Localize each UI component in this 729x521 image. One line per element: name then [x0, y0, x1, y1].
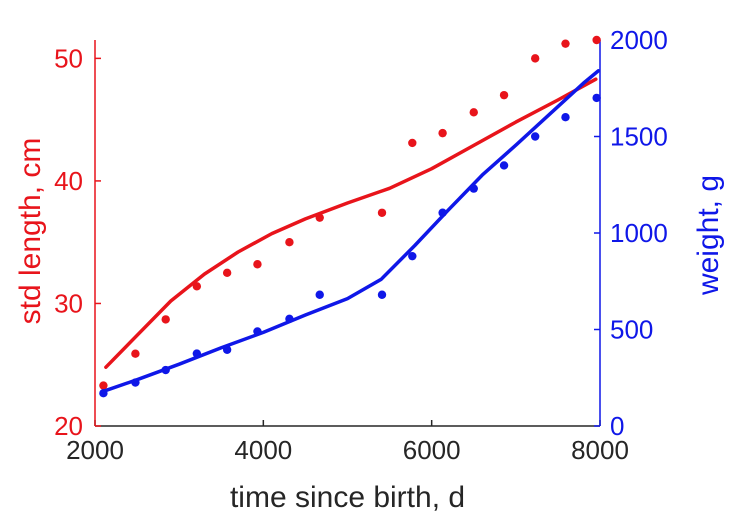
weight-fit-line: [101, 69, 601, 394]
left-y-tick-label: 20: [54, 411, 83, 441]
length-data-point: [408, 138, 417, 148]
weight-data-point: [408, 251, 417, 261]
weight-data-point: [592, 93, 601, 103]
left-y-tick-label: 30: [54, 288, 83, 318]
right-y-tick-label: 1000: [610, 218, 668, 248]
x-tick-label: 2000: [66, 435, 124, 465]
left-y-tick-label: 50: [54, 43, 83, 73]
length-data-point: [530, 54, 540, 63]
weight-data-point: [377, 290, 387, 299]
weight-data-point: [315, 290, 324, 299]
right-y-axis-title: weight, g: [692, 175, 725, 296]
left-y-axis: 20 30 40 50: [54, 40, 101, 441]
length-data-point: [253, 260, 262, 269]
x-axis-title: time since birth, d: [230, 481, 465, 514]
length-data-point: [222, 268, 232, 278]
length-data-point: [561, 39, 570, 48]
weight-data-point: [561, 113, 570, 122]
length-data-point: [99, 381, 108, 390]
length-data-point: [377, 208, 387, 217]
length-data-point: [285, 237, 294, 247]
length-data-point: [131, 349, 140, 358]
x-tick-label: 4000: [234, 435, 292, 465]
right-y-tick-label: 500: [610, 315, 653, 345]
x-tick-label: 6000: [403, 435, 461, 465]
right-y-tick-label: 1500: [610, 122, 668, 152]
weight-data-point: [499, 161, 509, 170]
length-data-point: [499, 90, 509, 100]
length-data-point: [438, 128, 447, 138]
length-data-point: [161, 315, 170, 324]
weight-data-point: [530, 132, 540, 141]
length-data-point: [592, 35, 601, 45]
left-y-tick-label: 40: [54, 166, 83, 196]
length-fit-line: [104, 77, 598, 369]
left-y-axis-title: std length, cm: [14, 138, 47, 325]
length-data-point: [469, 108, 478, 117]
right-y-axis: 0 500 1000 1500 2000: [594, 25, 668, 441]
plot-area: [99, 35, 601, 398]
right-y-tick-label: 2000: [610, 25, 668, 55]
x-axis: 2000 4000 6000 8000: [66, 420, 629, 465]
length-data-point: [192, 282, 202, 291]
right-y-tick-label: 0: [610, 411, 624, 441]
x-tick-label: 8000: [571, 435, 629, 465]
